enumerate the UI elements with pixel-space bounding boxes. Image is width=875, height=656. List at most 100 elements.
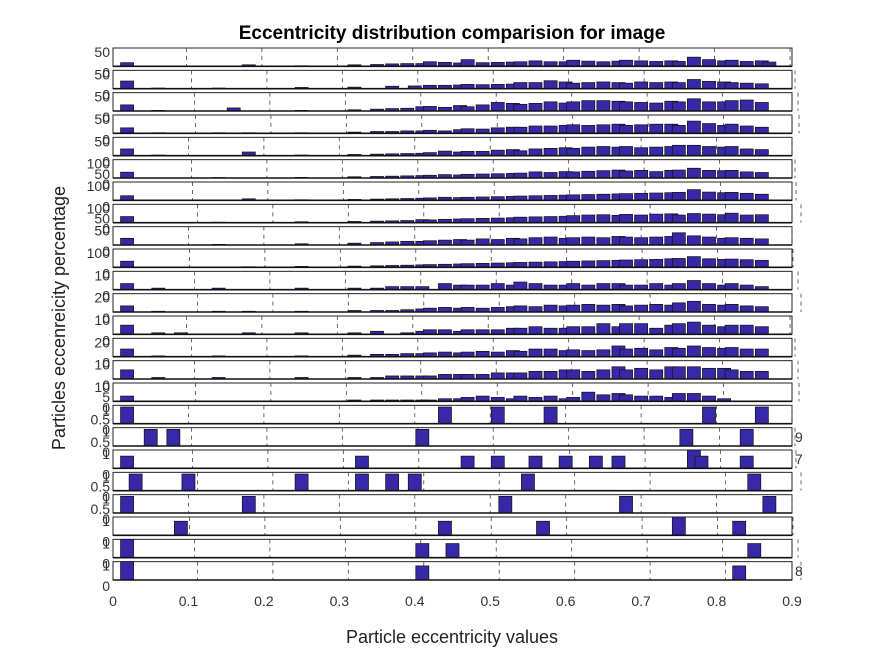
histogram-bar xyxy=(581,236,596,246)
histogram-bar xyxy=(671,192,686,201)
histogram-bar xyxy=(634,192,648,201)
histogram-bar xyxy=(355,473,369,492)
histogram-bar xyxy=(619,59,633,67)
histogram-bar xyxy=(754,149,769,157)
x-tick-label: 0.4 xyxy=(405,593,425,609)
histogram-bar xyxy=(671,258,686,268)
histogram-bar xyxy=(619,82,633,90)
y-tick-label: 0 xyxy=(102,533,110,549)
histogram-bar xyxy=(543,101,558,112)
histogram-bar xyxy=(490,455,505,469)
histogram-bar xyxy=(528,60,543,67)
histogram-bar xyxy=(513,305,528,313)
histogram-bar xyxy=(739,305,754,313)
histogram-bar xyxy=(649,146,664,157)
y-tick-label: 0 xyxy=(102,489,110,505)
histogram-bar xyxy=(566,124,581,134)
histogram-bar xyxy=(634,323,648,335)
histogram-bar xyxy=(634,367,648,380)
histogram-bar xyxy=(739,237,754,246)
subplot-14: 200 xyxy=(94,334,796,371)
histogram-bar xyxy=(754,406,769,425)
histogram-bar xyxy=(460,59,475,67)
histogram-bar xyxy=(671,323,686,335)
x-tick-label: 0.5 xyxy=(480,593,500,609)
histogram-bar xyxy=(702,236,716,246)
histogram-bar xyxy=(528,216,543,224)
histogram-bar xyxy=(543,172,558,179)
y-tick-label: 0.5 xyxy=(91,412,111,428)
x-axis-label: Particle eccentricity values xyxy=(346,627,558,647)
histogram-bar xyxy=(649,171,664,179)
subplot-18: 10.50 9 xyxy=(91,424,803,460)
histogram-bar xyxy=(634,102,648,112)
histogram-bar xyxy=(143,428,158,447)
x-tick-label: 0.2 xyxy=(254,593,274,609)
histogram-bar xyxy=(702,59,716,67)
histogram-bar xyxy=(596,100,611,112)
histogram-bar xyxy=(687,79,701,90)
histogram-bar xyxy=(739,214,754,224)
histogram-bar xyxy=(528,348,543,358)
subplot-1: 500 xyxy=(94,44,793,80)
histogram-bar xyxy=(687,167,701,179)
y-tick-label: 0 xyxy=(102,131,110,147)
histogram-bar xyxy=(754,259,769,268)
histogram-bar xyxy=(702,406,716,425)
y-tick-label: 0.5 xyxy=(91,501,111,517)
histogram-bar xyxy=(498,495,513,514)
histogram-bar xyxy=(702,347,716,358)
histogram-bar xyxy=(747,473,762,492)
y-tick-label: 0 xyxy=(102,243,110,259)
histogram-bar xyxy=(513,216,528,224)
histogram-bar xyxy=(671,82,686,90)
histogram-bar xyxy=(528,171,543,179)
histogram-bar xyxy=(120,216,134,224)
y-tick-label: 100 xyxy=(87,200,111,216)
histogram-bar xyxy=(702,213,716,224)
subplot-right-label: 7 xyxy=(795,451,803,467)
histogram-bar xyxy=(754,326,769,335)
histogram-bar xyxy=(702,146,716,157)
histogram-bar xyxy=(407,473,422,492)
histogram-bar xyxy=(649,102,664,112)
histogram-bar xyxy=(566,283,581,291)
y-tick-label: 0 xyxy=(102,64,110,80)
y-tick-label: 0 xyxy=(102,556,110,572)
histogram-bar xyxy=(596,323,611,335)
y-tick-label: 0 xyxy=(102,444,110,460)
histogram-bar xyxy=(754,306,769,313)
histogram-bar xyxy=(543,348,558,358)
histogram-bar xyxy=(739,82,754,90)
histogram-bar xyxy=(513,126,528,134)
histogram-bar xyxy=(355,455,369,469)
histogram-bar xyxy=(687,98,701,112)
y-tick-label: 10 xyxy=(94,379,110,395)
histogram-bar xyxy=(528,103,543,112)
histogram-bar xyxy=(687,300,701,313)
histogram-bar xyxy=(581,371,596,380)
histogram-bar xyxy=(566,260,581,268)
subplot-9: 500 xyxy=(94,223,793,259)
histogram-bar xyxy=(724,192,739,201)
histogram-bar xyxy=(596,124,611,134)
histogram-bar xyxy=(724,212,739,224)
histogram-bar xyxy=(619,394,633,402)
histogram-bar xyxy=(294,473,309,492)
histogram-bar xyxy=(528,82,543,90)
y-tick-label: 0 xyxy=(102,87,110,103)
x-tick-label: 0.8 xyxy=(707,593,727,609)
histogram-bar xyxy=(415,565,430,581)
histogram-bar xyxy=(671,393,686,402)
histogram-bar xyxy=(754,214,769,224)
histogram-bar xyxy=(679,428,694,447)
histogram-bar xyxy=(596,193,611,201)
y-tick-label: 0 xyxy=(102,310,110,326)
x-tick-label: 0.7 xyxy=(631,593,651,609)
subplot-right-label: 9 xyxy=(795,429,803,445)
histogram-bar xyxy=(166,428,181,447)
histogram-bar xyxy=(619,101,633,112)
